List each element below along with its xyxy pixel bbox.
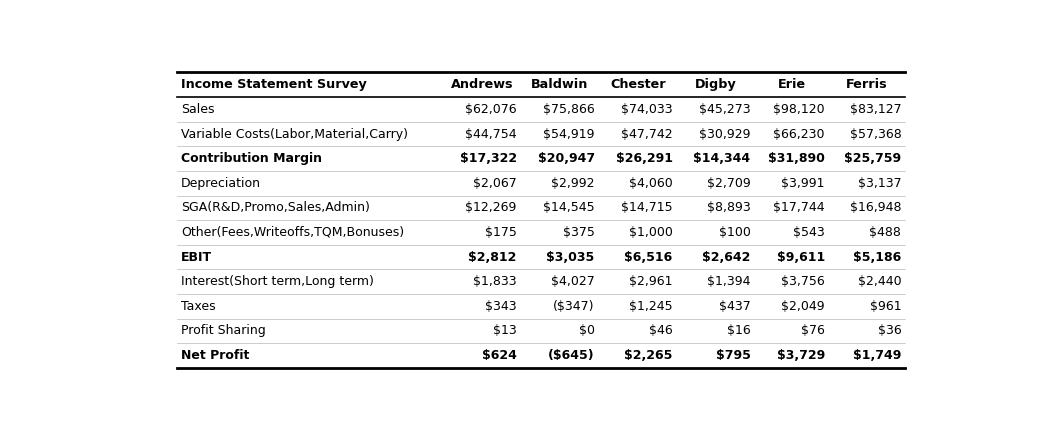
Text: $1,394: $1,394 (708, 275, 751, 288)
Text: $36: $36 (878, 324, 901, 337)
Text: $54,919: $54,919 (543, 127, 595, 140)
Text: $2,992: $2,992 (551, 177, 595, 190)
Text: $30,929: $30,929 (699, 127, 751, 140)
Text: $45,273: $45,273 (699, 103, 751, 116)
Text: $2,812: $2,812 (469, 251, 516, 264)
Text: ($347): ($347) (553, 300, 595, 313)
Text: $2,067: $2,067 (473, 177, 516, 190)
Text: $4,027: $4,027 (551, 275, 595, 288)
Text: Ferris: Ferris (846, 78, 888, 91)
Text: $83,127: $83,127 (850, 103, 901, 116)
Text: $1,245: $1,245 (629, 300, 673, 313)
Text: $14,545: $14,545 (543, 201, 595, 215)
Text: $17,322: $17,322 (459, 152, 516, 165)
Text: $3,756: $3,756 (781, 275, 825, 288)
Text: Contribution Margin: Contribution Margin (182, 152, 322, 165)
Text: $16,948: $16,948 (850, 201, 901, 215)
Text: $62,076: $62,076 (465, 103, 516, 116)
Text: $543: $543 (793, 226, 825, 239)
Text: $8,893: $8,893 (706, 201, 751, 215)
Text: $74,033: $74,033 (621, 103, 673, 116)
Text: $488: $488 (869, 226, 901, 239)
Text: $6,516: $6,516 (624, 251, 673, 264)
Text: $2,440: $2,440 (857, 275, 901, 288)
Text: $3,035: $3,035 (546, 251, 595, 264)
Text: $2,049: $2,049 (781, 300, 825, 313)
Text: $3,729: $3,729 (776, 349, 825, 362)
Text: $26,291: $26,291 (616, 152, 673, 165)
Text: $3,991: $3,991 (781, 177, 825, 190)
Text: $961: $961 (870, 300, 901, 313)
Text: $624: $624 (482, 349, 516, 362)
Text: $2,642: $2,642 (702, 251, 751, 264)
Text: $76: $76 (800, 324, 825, 337)
Text: $2,709: $2,709 (706, 177, 751, 190)
Text: $1,833: $1,833 (473, 275, 516, 288)
Text: $66,230: $66,230 (773, 127, 825, 140)
Text: $20,947: $20,947 (538, 152, 595, 165)
Text: Digby: Digby (695, 78, 736, 91)
Text: Other(Fees,Writeoffs,TQM,Bonuses): Other(Fees,Writeoffs,TQM,Bonuses) (182, 226, 404, 239)
Text: Net Profit: Net Profit (182, 349, 249, 362)
Text: $75,866: $75,866 (543, 103, 595, 116)
Text: $98,120: $98,120 (773, 103, 825, 116)
Text: $4,060: $4,060 (628, 177, 673, 190)
Text: $100: $100 (719, 226, 751, 239)
Text: Depreciation: Depreciation (182, 177, 261, 190)
Text: SGA(R&D,Promo,Sales,Admin): SGA(R&D,Promo,Sales,Admin) (182, 201, 370, 215)
Text: Taxes: Taxes (182, 300, 215, 313)
Text: $31,890: $31,890 (768, 152, 825, 165)
Text: $14,344: $14,344 (694, 152, 751, 165)
Text: Andrews: Andrews (451, 78, 513, 91)
Text: $175: $175 (485, 226, 516, 239)
Text: $0: $0 (579, 324, 595, 337)
Text: $2,265: $2,265 (624, 349, 673, 362)
Text: ($645): ($645) (548, 349, 595, 362)
Text: Baldwin: Baldwin (531, 78, 588, 91)
Text: $375: $375 (563, 226, 595, 239)
Text: Sales: Sales (182, 103, 214, 116)
Text: $12,269: $12,269 (466, 201, 516, 215)
Text: $47,742: $47,742 (621, 127, 673, 140)
Text: Erie: Erie (777, 78, 806, 91)
Text: Variable Costs(Labor,Material,Carry): Variable Costs(Labor,Material,Carry) (182, 127, 408, 140)
Text: $46: $46 (648, 324, 673, 337)
Text: $1,000: $1,000 (628, 226, 673, 239)
Text: $14,715: $14,715 (621, 201, 673, 215)
Text: $13: $13 (493, 324, 516, 337)
Text: $25,759: $25,759 (844, 152, 901, 165)
Text: Profit Sharing: Profit Sharing (182, 324, 266, 337)
Text: Income Statement Survey: Income Statement Survey (182, 78, 366, 91)
Text: Interest(Short term,Long term): Interest(Short term,Long term) (182, 275, 374, 288)
Text: EBIT: EBIT (182, 251, 212, 264)
Text: Chester: Chester (610, 78, 665, 91)
Text: $437: $437 (719, 300, 751, 313)
Text: $1,749: $1,749 (853, 349, 901, 362)
Text: $343: $343 (485, 300, 516, 313)
Text: $5,186: $5,186 (853, 251, 901, 264)
Text: $3,137: $3,137 (857, 177, 901, 190)
Text: $16: $16 (727, 324, 751, 337)
Text: $795: $795 (716, 349, 751, 362)
Text: $57,368: $57,368 (849, 127, 901, 140)
Text: $17,744: $17,744 (773, 201, 825, 215)
Text: $9,611: $9,611 (776, 251, 825, 264)
Text: $2,961: $2,961 (629, 275, 673, 288)
Text: $44,754: $44,754 (465, 127, 516, 140)
